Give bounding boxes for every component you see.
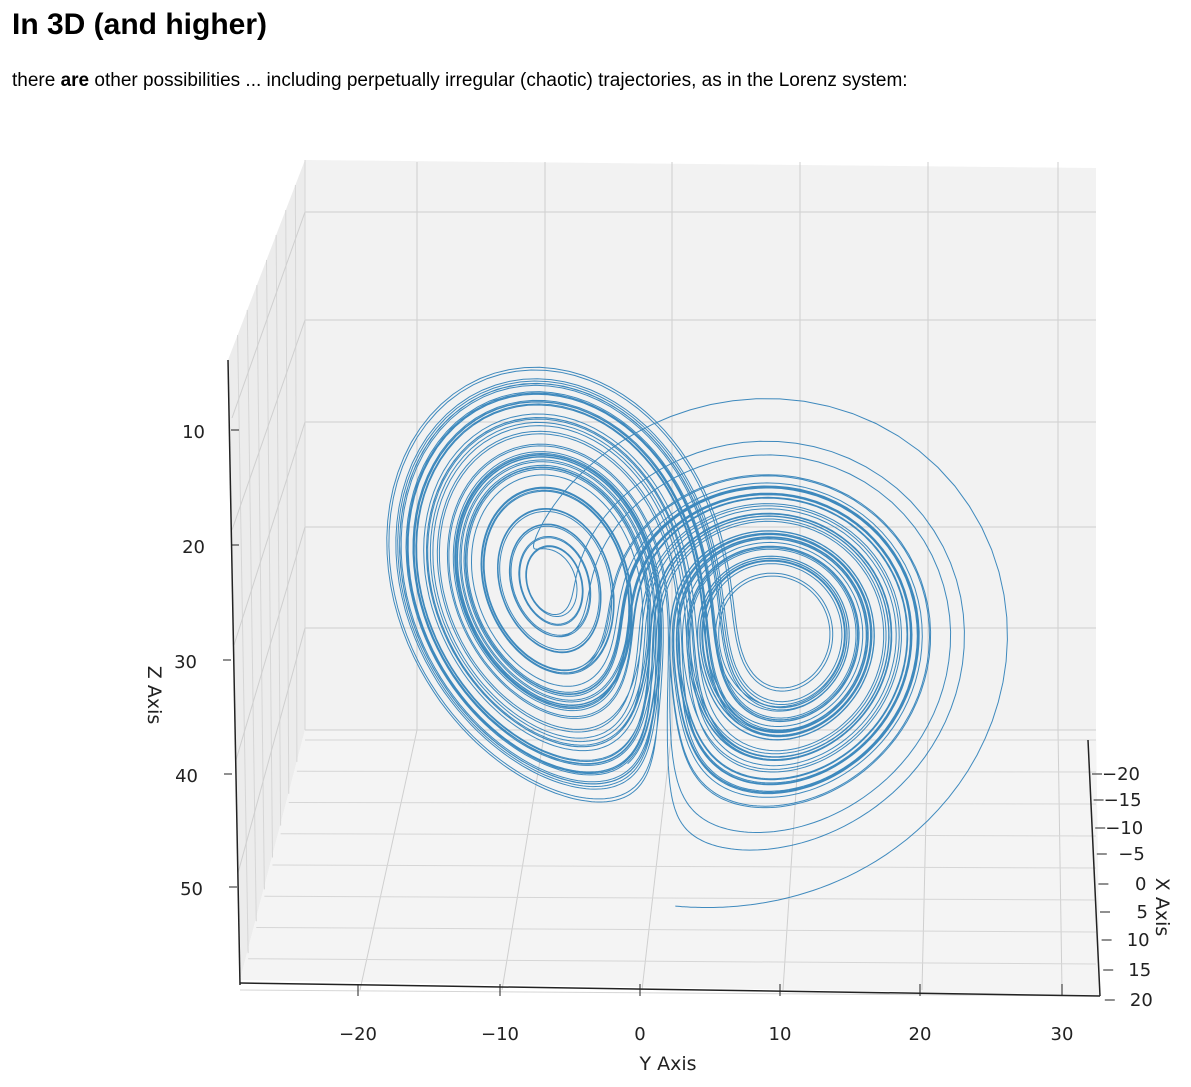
y-tick-label: 0 (634, 1024, 645, 1045)
intro-before: there (12, 70, 61, 91)
left-pane (228, 160, 305, 980)
x-tick-label: 20 (1130, 990, 1153, 1011)
lorenz-trajectory (386, 366, 1008, 908)
grid-line (921, 729, 929, 991)
grid-line (501, 729, 546, 991)
axis-panes (228, 160, 1100, 995)
intro-after: other possibilities ... including perpet… (89, 70, 908, 91)
x-tick-label: 5 (1137, 902, 1148, 923)
tick-labels: 50 40 30 20 10 −20 −10 0 10 20 30 −20 −15 −10 −5 0 5 10 15… (174, 422, 1153, 1045)
y-axis-line (239, 982, 1101, 997)
grid-line (275, 234, 282, 826)
z-axis-label: Z Axis (143, 666, 165, 724)
x-tick-label: 15 (1128, 960, 1151, 981)
y-tick-label: −20 (339, 1024, 377, 1045)
grid-line (237, 627, 306, 874)
grid-line (237, 334, 249, 954)
grid-line (233, 421, 306, 646)
grid-line (256, 927, 1097, 933)
y-tick-label: 10 (769, 1024, 792, 1045)
y-tick-label: 30 (1051, 1024, 1074, 1045)
grid-line (296, 770, 1097, 773)
intro-text: there are other possibilities ... includ… (12, 70, 908, 92)
y-tick-label: 20 (909, 1024, 932, 1045)
x-tick-label: −10 (1105, 818, 1143, 839)
floor-pane (240, 730, 1100, 995)
x-tick-label: −5 (1118, 844, 1145, 865)
grid-line (248, 958, 1097, 965)
grid-line (272, 864, 1097, 869)
grid-line (231, 211, 306, 419)
x-tick-label: −20 (1102, 764, 1140, 785)
x-axis-label: X Axis (1151, 878, 1173, 936)
z-tick-label: 30 (174, 652, 197, 673)
grid-line (288, 802, 1097, 805)
y-axis-label: Y Axis (638, 1053, 696, 1075)
grid-line (231, 319, 306, 531)
grid-line (246, 309, 257, 922)
intro-bold-word: are (60, 70, 90, 91)
grid-line (280, 833, 1097, 837)
grid-line (641, 729, 673, 991)
x-tick-label: 0 (1135, 874, 1146, 895)
grid-line (782, 729, 801, 991)
grid-line (294, 184, 298, 762)
y-tick-label: −10 (481, 1024, 519, 1045)
z-tick-label: 10 (182, 422, 205, 443)
grid-line (256, 284, 265, 890)
z-tick-label: 20 (182, 537, 205, 558)
x-tick-label: −15 (1104, 790, 1142, 811)
grid-line (359, 729, 418, 991)
z-tick-label: 40 (175, 766, 198, 787)
grid-line (1057, 729, 1063, 991)
z-axis-line (227, 359, 241, 986)
x-tick-label: 10 (1127, 930, 1150, 951)
grid-line (235, 526, 306, 761)
slide-title: In 3D (and higher) (12, 8, 267, 41)
grid-line (266, 259, 273, 858)
grid-line (239, 989, 1097, 997)
grid-line (285, 209, 290, 794)
axis-lines (227, 359, 1101, 997)
x-axis-line (1087, 739, 1101, 997)
grid-line (264, 895, 1097, 901)
series-line-lorenz (386, 366, 1008, 908)
z-tick-label: 50 (180, 879, 203, 900)
